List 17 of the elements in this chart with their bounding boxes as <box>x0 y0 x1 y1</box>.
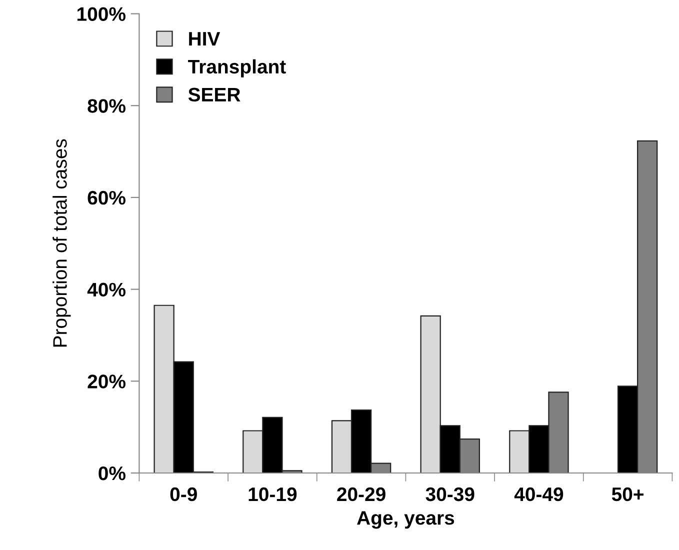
legend-label: HIV <box>189 32 220 46</box>
y-tick-label: 40% <box>87 282 126 297</box>
x-tick-label: 10-19 <box>248 487 297 502</box>
x-tick-label: 20-29 <box>337 487 386 502</box>
y-tick-label: 60% <box>88 190 126 205</box>
x-axis-title: Age, years <box>357 511 454 529</box>
x-tick-label: 50+ <box>612 487 644 502</box>
x-tick-label: 0-9 <box>170 487 197 502</box>
x-tick-label: 40-49 <box>514 487 564 502</box>
y-tick-label: 20% <box>88 374 126 388</box>
legend-label: SEER <box>188 88 240 102</box>
y-tick-label: 100% <box>77 7 126 21</box>
y-tick-label: 0% <box>98 466 126 480</box>
y-tick-label: 80% <box>88 99 126 113</box>
x-tick-label: 30-39 <box>426 487 474 502</box>
legend-label: Transplant <box>188 59 286 78</box>
y-axis-title: Proportion of total cases <box>52 139 71 347</box>
